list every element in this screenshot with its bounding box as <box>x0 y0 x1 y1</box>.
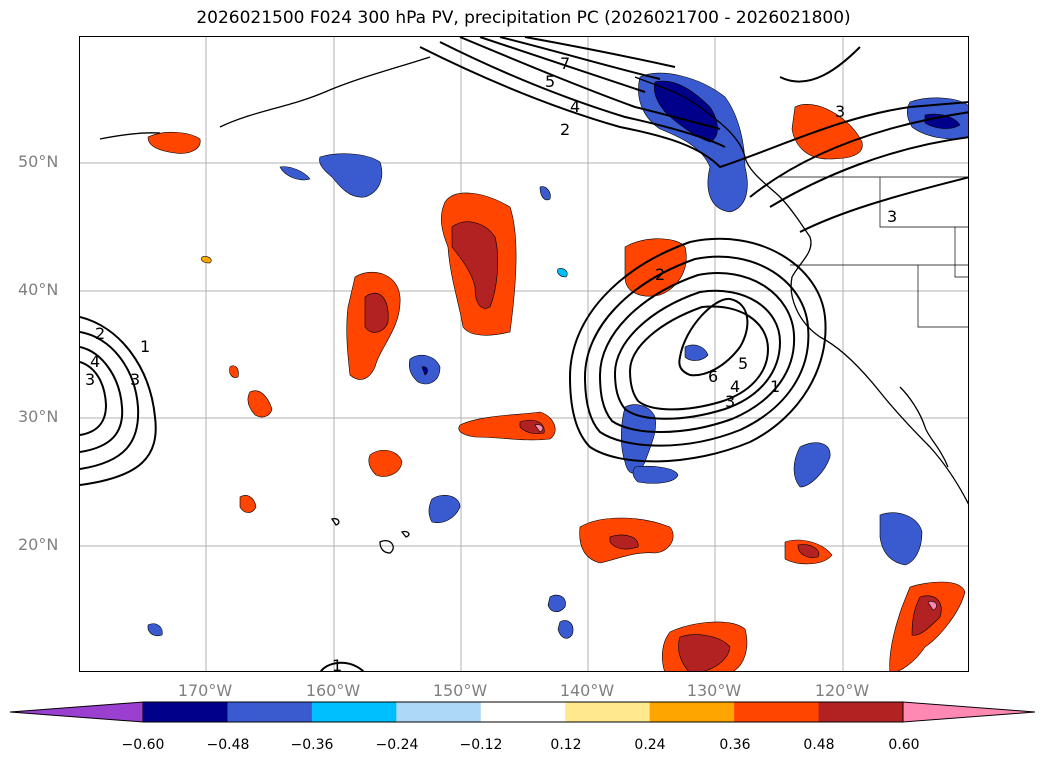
state-borders <box>780 176 968 328</box>
colorbar-tick: −0.48 <box>206 737 250 753</box>
lon-label-140w: 140°W <box>559 681 615 700</box>
colorbar-tick: 0.60 <box>888 737 920 753</box>
lon-label-170w: 170°W <box>177 681 233 700</box>
colorbar-segment <box>734 702 820 722</box>
colorbar-tick: −0.60 <box>121 737 165 753</box>
contour-label: 1 <box>770 377 780 396</box>
colorbar-tick: 0.48 <box>803 737 835 753</box>
colorbar <box>10 701 1035 723</box>
contour-label: 2 <box>95 324 105 343</box>
colorbar-segment <box>818 702 904 722</box>
lon-label-130w: 130°W <box>686 681 742 700</box>
contour-label: 1 <box>332 656 342 672</box>
colorbar-tick: 0.36 <box>719 737 751 753</box>
pv-contours <box>80 37 968 671</box>
lat-label-30n: 30°N <box>18 407 59 426</box>
colorbar-segment <box>227 702 313 722</box>
lon-label-160w: 160°W <box>305 681 361 700</box>
colorbar-tick: −0.12 <box>459 737 503 753</box>
contour-label: 3 <box>835 102 845 121</box>
lon-label-150w: 150°W <box>432 681 488 700</box>
contour-label: 5 <box>545 72 555 91</box>
colorbar-tick: −0.36 <box>290 737 334 753</box>
coastlines <box>99 56 968 554</box>
colorbar-segment <box>903 702 1035 722</box>
contour-label: 1 <box>140 337 150 356</box>
colorbar-segment <box>480 702 566 722</box>
map-panel: 7 5 4 2 3 3 2 1 2 4 3 3 6 5 4 3 1 1 <box>79 36 969 672</box>
lat-label-20n: 20°N <box>18 535 59 554</box>
lat-label-40n: 40°N <box>18 280 59 299</box>
contour-label: 4 <box>730 377 740 396</box>
colorbar-tick: 0.24 <box>634 737 666 753</box>
contour-label: 3 <box>725 392 735 411</box>
contour-label: 6 <box>708 367 718 386</box>
colorbar-segment <box>143 702 228 722</box>
contour-label: 3 <box>85 370 95 389</box>
contour-label: 4 <box>90 352 100 371</box>
colorbar-segment <box>565 702 651 722</box>
contour-label: 2 <box>655 265 665 284</box>
lat-label-50n: 50°N <box>18 152 59 171</box>
lon-label-120w: 120°W <box>814 681 870 700</box>
contour-label: 5 <box>738 354 748 373</box>
precip-positive <box>147 104 966 671</box>
contour-label: 4 <box>570 97 580 116</box>
contour-label: 7 <box>560 54 570 73</box>
colorbar-segment <box>649 702 735 722</box>
contour-label: 3 <box>130 370 140 389</box>
colorbar-tick: 0.12 <box>550 737 582 753</box>
contour-label: 3 <box>887 207 897 226</box>
colorbar-segment <box>10 702 143 722</box>
colorbar-segment <box>311 702 397 722</box>
map-title: 2026021500 F024 300 hPa PV, precipitatio… <box>196 8 851 28</box>
precip-negative <box>147 72 968 639</box>
contour-label: 2 <box>560 120 570 139</box>
map-canvas: 7 5 4 2 3 3 2 1 2 4 3 3 6 5 4 3 1 1 <box>80 37 968 672</box>
colorbar-segment <box>396 702 482 722</box>
colorbar-tick: −0.24 <box>375 737 419 753</box>
contour-labels: 7 5 4 2 3 3 2 1 2 4 3 3 6 5 4 3 1 1 <box>85 54 897 672</box>
